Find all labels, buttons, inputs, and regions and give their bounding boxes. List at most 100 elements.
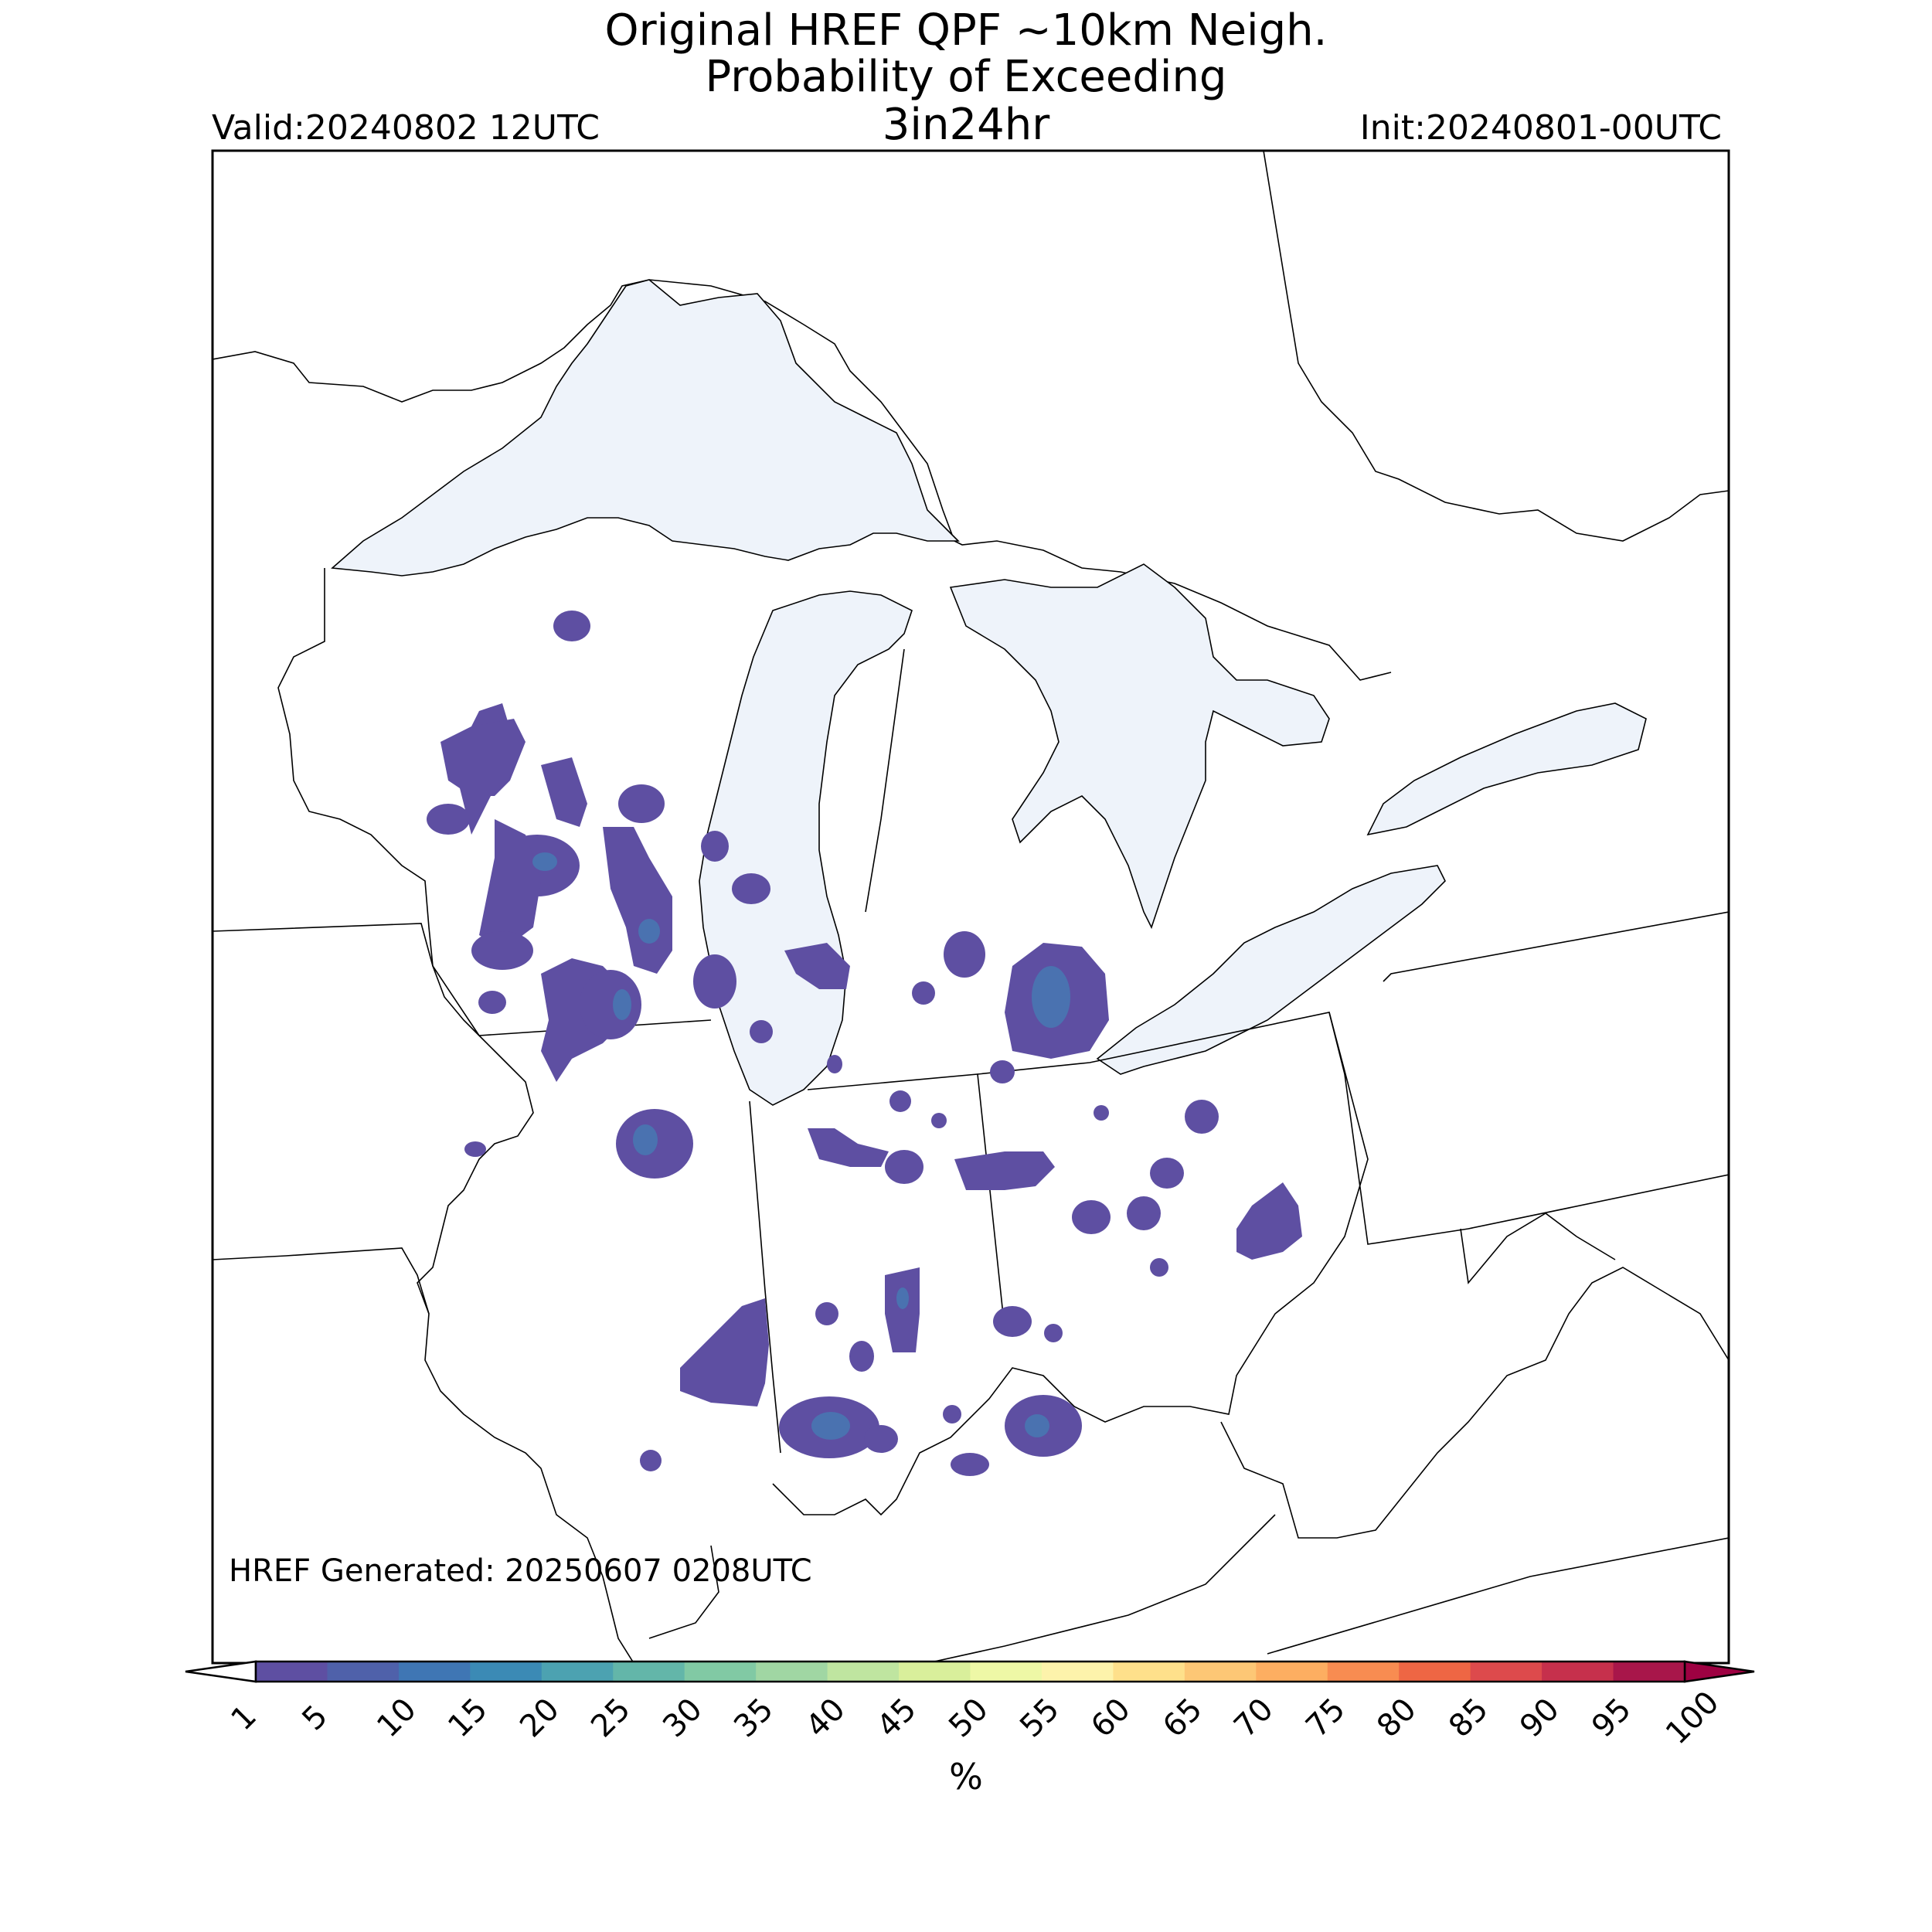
precip-area: [1044, 1324, 1063, 1342]
colorbar-swatch: [756, 1662, 828, 1682]
precip-area: [815, 1302, 838, 1325]
state-borders: [1220, 1267, 1729, 1539]
colorbar-swatch: [1256, 1662, 1328, 1682]
precip-area: [532, 852, 557, 871]
precip-area: [951, 1453, 989, 1476]
colorbar-swatch: [1113, 1662, 1185, 1682]
title-line-2: Probability of Exceeding: [705, 52, 1227, 102]
precip-area: [1236, 1182, 1302, 1260]
colorbar-frame: [254, 1660, 1686, 1683]
precip-area: [464, 1141, 486, 1157]
colorbar-swatch: [1327, 1662, 1400, 1682]
state-borders: [749, 1100, 781, 1454]
precip-area: [990, 1060, 1015, 1083]
colorbar-swatch: [613, 1662, 685, 1682]
precip-area: [931, 1113, 947, 1128]
precip-area: [638, 919, 660, 944]
state-borders: [1383, 911, 1729, 982]
init-time-label: Init:20240801-00UTC: [1359, 108, 1722, 148]
colorbar-unit: %: [949, 1756, 983, 1798]
colorbar-swatch: [1542, 1662, 1614, 1682]
precip-area: [912, 981, 935, 1005]
precip-area: [849, 1341, 874, 1372]
precip-area: [954, 1151, 1055, 1190]
precip-area: [885, 1267, 920, 1352]
precip-area: [427, 804, 470, 835]
colorbar-swatch: [256, 1662, 328, 1682]
state-borders: [277, 568, 634, 1663]
precip-area: [993, 1306, 1032, 1337]
precip-area: [693, 954, 736, 1009]
precip-area: [440, 719, 526, 796]
precip-area: [784, 943, 850, 989]
state-borders: [927, 1514, 1276, 1663]
precip-area: [633, 1124, 658, 1155]
state-borders: [772, 1012, 1369, 1516]
state-borders: [1460, 1213, 1616, 1284]
lake-superior: [331, 279, 960, 577]
colorbar-swatch: [327, 1662, 400, 1682]
state-borders: [977, 1012, 1729, 1245]
precip-area: [553, 611, 590, 641]
map-background: [213, 151, 1729, 1663]
precip-area: [541, 757, 587, 827]
precip-area: [478, 991, 506, 1014]
precip-area: [750, 1020, 773, 1043]
colorbar-swatch: [1399, 1662, 1471, 1682]
precip-area: [1025, 1414, 1049, 1437]
precip-area: [1032, 966, 1070, 1028]
colorbar-swatch: [470, 1662, 543, 1682]
precip-area: [680, 1298, 769, 1406]
precip-area: [732, 873, 770, 904]
precip-area: [640, 1450, 662, 1471]
colorbar-high-extension: [1683, 1660, 1755, 1683]
title-line-3: 3in24hr: [882, 100, 1050, 150]
colorbar-swatch: [1184, 1662, 1257, 1682]
state-borders: [213, 1247, 430, 1315]
precip-area: [1150, 1158, 1184, 1189]
colorbar-swatch: [1041, 1662, 1114, 1682]
lake-huron: [949, 563, 1330, 930]
precip-mid-areas: [532, 852, 1070, 1440]
colorbar-swatch: [827, 1662, 900, 1682]
colorbar-swatch: [541, 1662, 614, 1682]
precip-area: [618, 784, 665, 823]
precip-area: [1072, 1200, 1111, 1234]
colorbar-low-extension: [185, 1660, 257, 1683]
precip-area: [943, 1405, 961, 1423]
colorbar-swatch: [970, 1662, 1043, 1682]
colorbar-swatch: [398, 1662, 471, 1682]
state-borders: [213, 923, 480, 1036]
precip-area: [1185, 1100, 1219, 1134]
precip-area: [885, 1150, 923, 1184]
precip-area: [944, 931, 985, 978]
generated-timestamp: HREF Generated: 20250607 0208UTC: [229, 1553, 812, 1589]
colorbar-swatch: [684, 1662, 757, 1682]
precip-area: [827, 1055, 842, 1073]
precip-area: [580, 970, 641, 1039]
quebec-line: [1263, 151, 1729, 542]
colorbar-swatch: [1613, 1662, 1685, 1682]
precip-area: [471, 931, 533, 970]
precip-area: [896, 1287, 909, 1309]
lake-ontario: [1366, 702, 1647, 836]
lake-erie: [1096, 865, 1446, 1075]
state-borders: [648, 1545, 719, 1639]
title-line-1: Original HREF QPF ~10km Neigh.: [604, 5, 1328, 56]
precip-probability-areas: [427, 611, 1302, 1476]
precip-area: [808, 1128, 889, 1167]
valid-time-label: Valid:20240802 12UTC: [212, 108, 600, 148]
colorbar-swatch: [899, 1662, 971, 1682]
precip-area: [701, 831, 729, 862]
precip-area: [613, 989, 631, 1020]
precip-area: [1094, 1105, 1109, 1121]
precip-area: [1127, 1196, 1161, 1230]
precip-area: [811, 1412, 850, 1440]
state-borders: [865, 648, 905, 913]
precip-area: [479, 819, 541, 951]
precip-area: [864, 1425, 898, 1453]
precip-area: [1150, 1258, 1168, 1277]
colorbar: [185, 1660, 1755, 1683]
state-borders: [1267, 1537, 1729, 1655]
